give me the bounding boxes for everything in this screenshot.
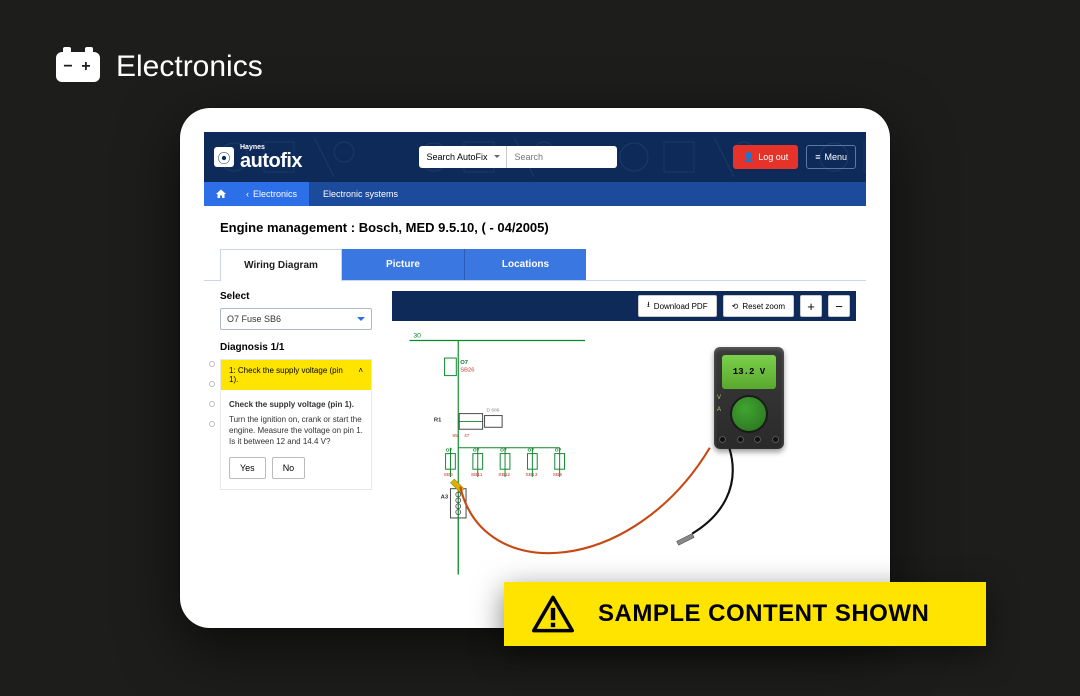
select-value: O7 Fuse SB6 xyxy=(227,314,281,324)
battery-icon: − + xyxy=(56,52,100,82)
breadcrumb-home[interactable] xyxy=(204,182,238,206)
svg-text:O7: O7 xyxy=(446,448,453,454)
multimeter-reading: 13.2 V xyxy=(722,355,776,389)
menu-button[interactable]: ≡ Menu xyxy=(806,145,856,169)
multimeter-dial xyxy=(730,395,768,433)
diagram-canvas[interactable]: 30 O7 SB26 R1 D 686 95 47 O7 SB6 O7 SB11 O7 SB12 O7 SB… xyxy=(392,321,856,594)
svg-text:O7: O7 xyxy=(500,448,507,454)
multimeter: 13.2 V VA xyxy=(714,347,784,449)
hamburger-icon: ≡ xyxy=(815,152,820,162)
search-group: Search AutoFix xyxy=(419,146,617,168)
download-pdf-button[interactable]: ⭳ Download PDF xyxy=(638,295,717,317)
wiring-diagram: 30 O7 SB26 R1 D 686 95 47 O7 SB6 O7 SB11 O7 SB12 O7 SB… xyxy=(392,321,856,594)
svg-text:SB12: SB12 xyxy=(498,472,510,478)
reset-label: Reset zoom xyxy=(742,302,785,311)
svg-text:O7: O7 xyxy=(460,360,468,366)
zoom-in-button[interactable]: + xyxy=(800,295,822,317)
tab-wiring-diagram[interactable]: Wiring Diagram xyxy=(220,249,342,281)
svg-text:95: 95 xyxy=(452,433,458,439)
chevron-up-icon: ˄ xyxy=(358,366,363,375)
breadcrumb-prev[interactable]: ‹ Electronics xyxy=(238,182,309,206)
tab-picture[interactable]: Picture xyxy=(342,249,464,280)
page-title: Engine management : Bosch, MED 9.5.10, (… xyxy=(204,206,866,249)
tabs: Wiring Diagram Picture Locations xyxy=(204,249,866,281)
sample-content-banner: SAMPLE CONTENT SHOWN xyxy=(504,582,986,646)
diagram-toolbar: ⭳ Download PDF ⟲ Reset zoom + − xyxy=(392,291,856,321)
breadcrumb-prev-label: Electronics xyxy=(253,189,297,199)
reset-zoom-button[interactable]: ⟲ Reset zoom xyxy=(723,295,794,317)
accordion-header-text: 1: Check the supply voltage (pin 1). xyxy=(229,366,349,384)
diagram-panel: ⭳ Download PDF ⟲ Reset zoom + − 30 O7 SB26… xyxy=(378,281,866,604)
svg-text:A3: A3 xyxy=(441,494,449,500)
sample-content-text: SAMPLE CONTENT SHOWN xyxy=(598,600,929,628)
chevron-left-icon: ‹ xyxy=(246,189,249,199)
download-label: Download PDF xyxy=(654,302,708,311)
select-label: Select xyxy=(220,291,372,302)
svg-text:47: 47 xyxy=(464,433,470,439)
no-button[interactable]: No xyxy=(272,457,306,479)
download-icon: ⭳ xyxy=(647,299,650,313)
category-label: Electronics xyxy=(116,50,263,84)
component-select[interactable]: O7 Fuse SB6 xyxy=(220,308,372,330)
search-category-select[interactable]: Search AutoFix xyxy=(419,146,507,168)
svg-text:O7: O7 xyxy=(473,448,480,454)
diagnosis-accordion: 1: Check the supply voltage (pin 1). ˄ C… xyxy=(220,359,372,490)
brand-icon: ⦿ xyxy=(214,147,234,167)
step-text: Turn the ignition on, crank or start the… xyxy=(229,415,363,447)
yes-button[interactable]: Yes xyxy=(229,457,266,479)
logout-button[interactable]: 👤 Log out xyxy=(733,145,798,169)
svg-text:O7: O7 xyxy=(527,448,534,454)
svg-text:SB6: SB6 xyxy=(444,472,453,478)
topbar: ⦿ Haynes autofix Search AutoFix 👤 Log ou… xyxy=(204,132,866,182)
svg-text:SB26: SB26 xyxy=(460,368,474,374)
logout-label: Log out xyxy=(758,152,788,162)
step-title: Check the supply voltage (pin 1). xyxy=(229,400,363,409)
svg-text:O7: O7 xyxy=(555,448,562,454)
svg-text:SB9: SB9 xyxy=(553,472,562,478)
screen: ⦿ Haynes autofix Search AutoFix 👤 Log ou… xyxy=(204,132,866,604)
brand-bottom: autofix xyxy=(240,151,302,171)
menu-label: Menu xyxy=(824,152,847,162)
svg-text:SB13: SB13 xyxy=(526,472,538,478)
accordion-body: Check the supply voltage (pin 1). Turn t… xyxy=(221,390,371,489)
tablet-frame: ⦿ Haynes autofix Search AutoFix 👤 Log ou… xyxy=(180,108,890,628)
warning-icon xyxy=(532,595,574,633)
breadcrumb: ‹ Electronics Electronic systems xyxy=(204,182,866,206)
home-icon xyxy=(215,188,227,200)
tab-locations[interactable]: Locations xyxy=(464,249,586,280)
breadcrumb-current: Electronic systems xyxy=(309,189,412,199)
diagnosis-label: Diagnosis 1/1 xyxy=(220,342,372,353)
search-input[interactable] xyxy=(507,146,617,168)
svg-text:30: 30 xyxy=(413,333,421,340)
accordion-header[interactable]: 1: Check the supply voltage (pin 1). ˄ xyxy=(221,360,371,390)
svg-text:R1: R1 xyxy=(434,417,442,423)
reset-icon: ⟲ xyxy=(732,302,739,311)
svg-text:SB11: SB11 xyxy=(471,472,483,478)
svg-text:D 686: D 686 xyxy=(487,408,500,414)
page-dots xyxy=(204,281,220,604)
user-icon: 👤 xyxy=(743,152,754,163)
zoom-out-button[interactable]: − xyxy=(828,295,850,317)
left-panel: Select O7 Fuse SB6 Diagnosis 1/1 1: Chec… xyxy=(220,281,378,604)
brand-logo[interactable]: ⦿ Haynes autofix xyxy=(214,144,302,171)
